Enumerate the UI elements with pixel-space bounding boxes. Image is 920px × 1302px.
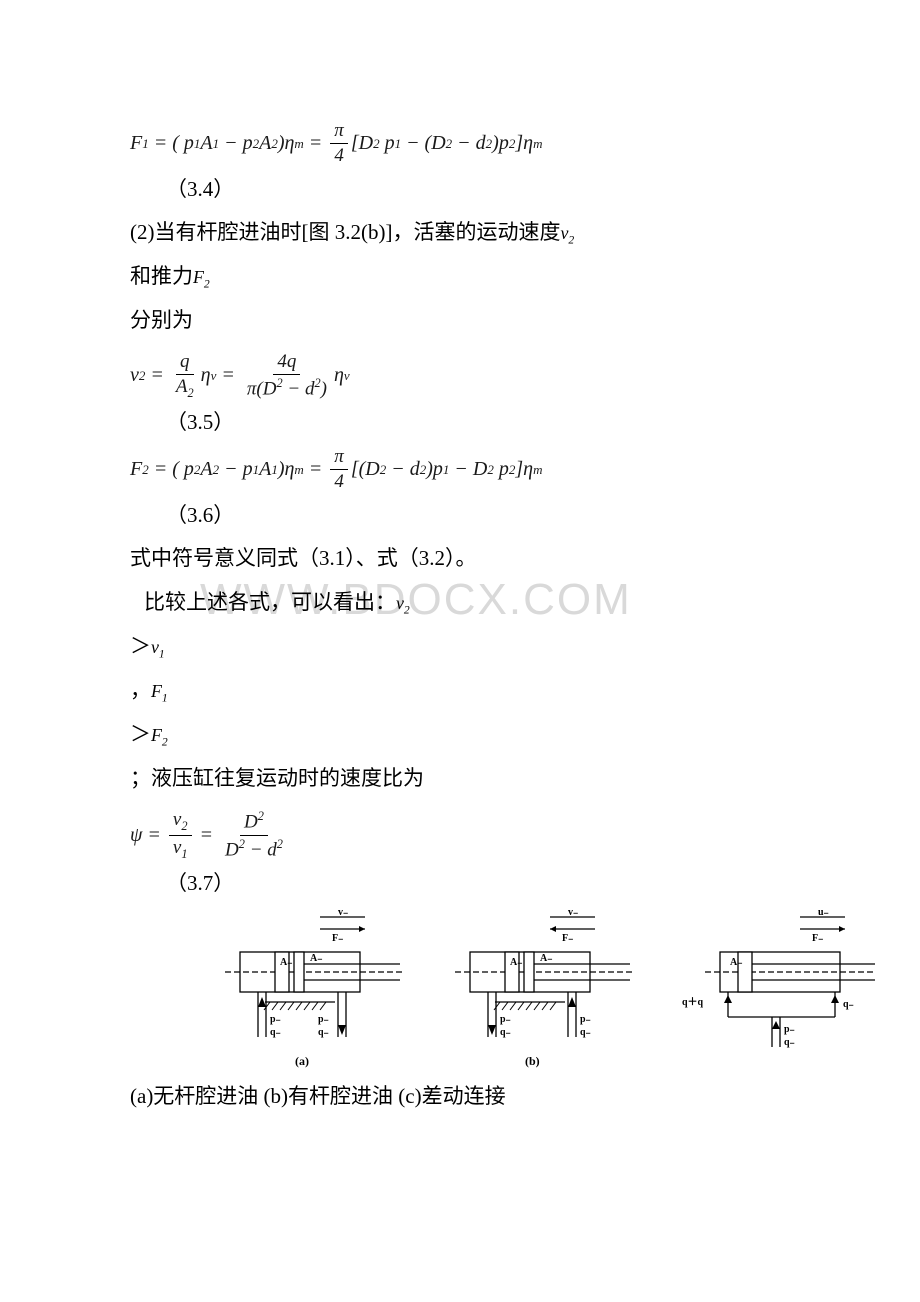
svg-text:q₋: q₋ — [270, 1027, 281, 1038]
svg-text:q₋: q₋ — [843, 999, 854, 1010]
symbol-F1: F1 — [151, 681, 168, 701]
equation-3-6-number: （3.6） — [166, 499, 790, 529]
figure-b: v₋ F₋ A₋ A₋ — [450, 907, 640, 1072]
text-run: 比较上述各式，可以看出： — [144, 590, 396, 614]
svg-text:v₋: v₋ — [338, 907, 348, 918]
symbol-F2: F2 — [193, 267, 210, 287]
compare-gt-F2: ＞F2 — [130, 715, 790, 755]
equation-3-4: F1 = ( p1A1 − p2A2)ηm = π4 [D2 p1 − (D2 … — [130, 120, 790, 167]
equation-3-7-number: （3.7） — [166, 867, 790, 897]
svg-text:A₋: A₋ — [730, 957, 743, 968]
paragraph-compare: 比较上述各式，可以看出：v2 — [130, 583, 790, 623]
svg-text:p₋: p₋ — [270, 1014, 281, 1025]
figure-c: u₋ F₋ A₋ q＋q — [680, 907, 870, 1072]
paragraph-intro-1: (2)当有杆腔进油时[图 3.2(b)]，活塞的运动速度v2 — [130, 213, 790, 253]
equation-3-6: F2 = ( p2A2 − p1A1)ηm = π4 [(D2 − d2)p1 … — [130, 446, 790, 493]
equation-3-5-number: （3.5） — [166, 406, 790, 436]
op-comma: ， — [130, 678, 151, 702]
svg-text:p₋: p₋ — [784, 1024, 795, 1035]
svg-text:q₋: q₋ — [784, 1037, 795, 1048]
svg-text:(a): (a) — [295, 1054, 309, 1068]
figure-row: v₋ F₋ A₋ — [220, 907, 790, 1072]
figure-a: v₋ F₋ A₋ — [220, 907, 410, 1072]
paragraph-speed-ratio: ；液压缸往复运动时的速度比为 — [130, 759, 790, 799]
compare-comma-F1: ，F1 — [130, 671, 790, 711]
symbol-v2: v2 — [560, 223, 574, 243]
svg-text:q₋: q₋ — [318, 1027, 329, 1038]
paragraph-intro-2: 和推力F2 — [130, 257, 790, 297]
svg-text:A₋: A₋ — [310, 953, 323, 964]
svg-text:A₋: A₋ — [510, 957, 523, 968]
paragraph-symbol-note: 式中符号意义同式（3.1）、式（3.2）。 — [130, 539, 790, 579]
svg-text:u₋: u₋ — [818, 907, 829, 918]
text-run: (2)当有杆腔进油时[图 3.2(b)]，活塞的运动速度 — [130, 220, 560, 244]
symbol-v1: v1 — [151, 637, 165, 657]
svg-text:q₋: q₋ — [580, 1027, 591, 1038]
compare-gt-v1: ＞v1 — [130, 627, 790, 667]
svg-text:q＋q: q＋q — [682, 996, 704, 1008]
op-gt: ＞ — [130, 634, 151, 658]
svg-text:p₋: p₋ — [500, 1014, 511, 1025]
equation-3-4-number: （3.4） — [166, 173, 790, 203]
equation-3-5: v2 = qA2 ηv = 4qπ(D2 − d2) ηv — [130, 351, 790, 401]
figure-caption: (a)无杆腔进油 (b)有杆腔进油 (c)差动连接 — [130, 1080, 790, 1110]
svg-text:A₋: A₋ — [540, 953, 553, 964]
svg-text:F₋: F₋ — [332, 933, 343, 944]
svg-text:p₋: p₋ — [318, 1014, 329, 1025]
svg-text:A₋: A₋ — [280, 957, 293, 968]
svg-text:q₋: q₋ — [500, 1027, 511, 1038]
svg-text:F₋: F₋ — [562, 933, 573, 944]
op-gt-2: ＞ — [130, 722, 151, 746]
svg-text:p₋: p₋ — [580, 1014, 591, 1025]
text-run: 和推力 — [130, 264, 193, 288]
document-body: F1 = ( p1A1 − p2A2)ηm = π4 [D2 p1 − (D2 … — [130, 120, 790, 1110]
equation-3-7: ψ = v2v1 = D2D2 − d2 — [130, 809, 790, 862]
paragraph-intro-3: 分别为 — [130, 301, 790, 341]
symbol-v2-inline: v2 — [396, 593, 410, 613]
svg-text:v₋: v₋ — [568, 907, 578, 918]
symbol-F2-inline: F2 — [151, 725, 168, 745]
svg-text:F₋: F₋ — [812, 933, 823, 944]
svg-text:(b): (b) — [525, 1054, 540, 1068]
